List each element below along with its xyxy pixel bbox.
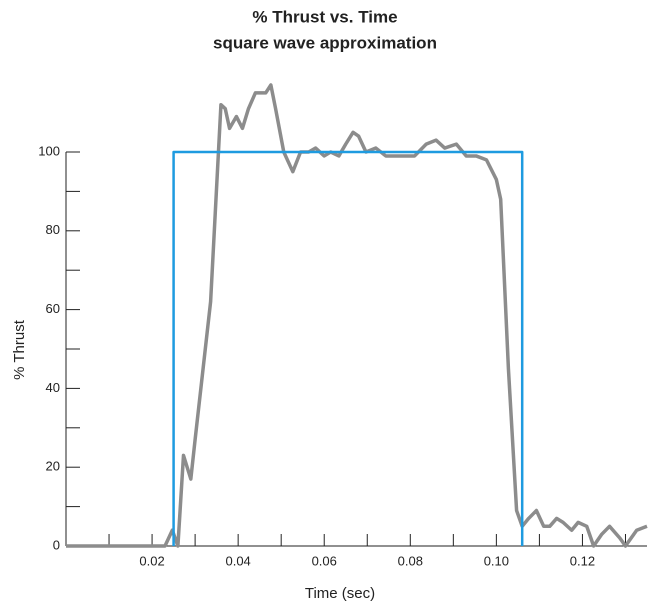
y-tick-label: 100 [38,143,60,158]
x-tick-label: 0.04 [225,553,250,568]
x-tick-label: 0.10 [484,553,509,568]
x-tick-label: 0.02 [139,553,164,568]
chart-title: % Thrust vs. Time [252,7,397,26]
series-line [66,83,648,548]
x-tick-label: 0.06 [312,553,337,568]
x-tick-label: 0.12 [570,553,595,568]
chart-subtitle: square wave approximation [213,33,437,52]
y-tick-label: 60 [46,301,60,316]
y-tick-label: 80 [46,222,60,237]
y-axis-label: % Thrust [11,319,28,380]
y-tick-label: 20 [46,459,60,474]
y-tick-label: 0 [53,537,60,552]
x-tick-label: 0.08 [398,553,423,568]
x-axis-label: Time (sec) [305,585,375,602]
series-line [172,150,524,546]
y-tick-label: 40 [46,380,60,395]
